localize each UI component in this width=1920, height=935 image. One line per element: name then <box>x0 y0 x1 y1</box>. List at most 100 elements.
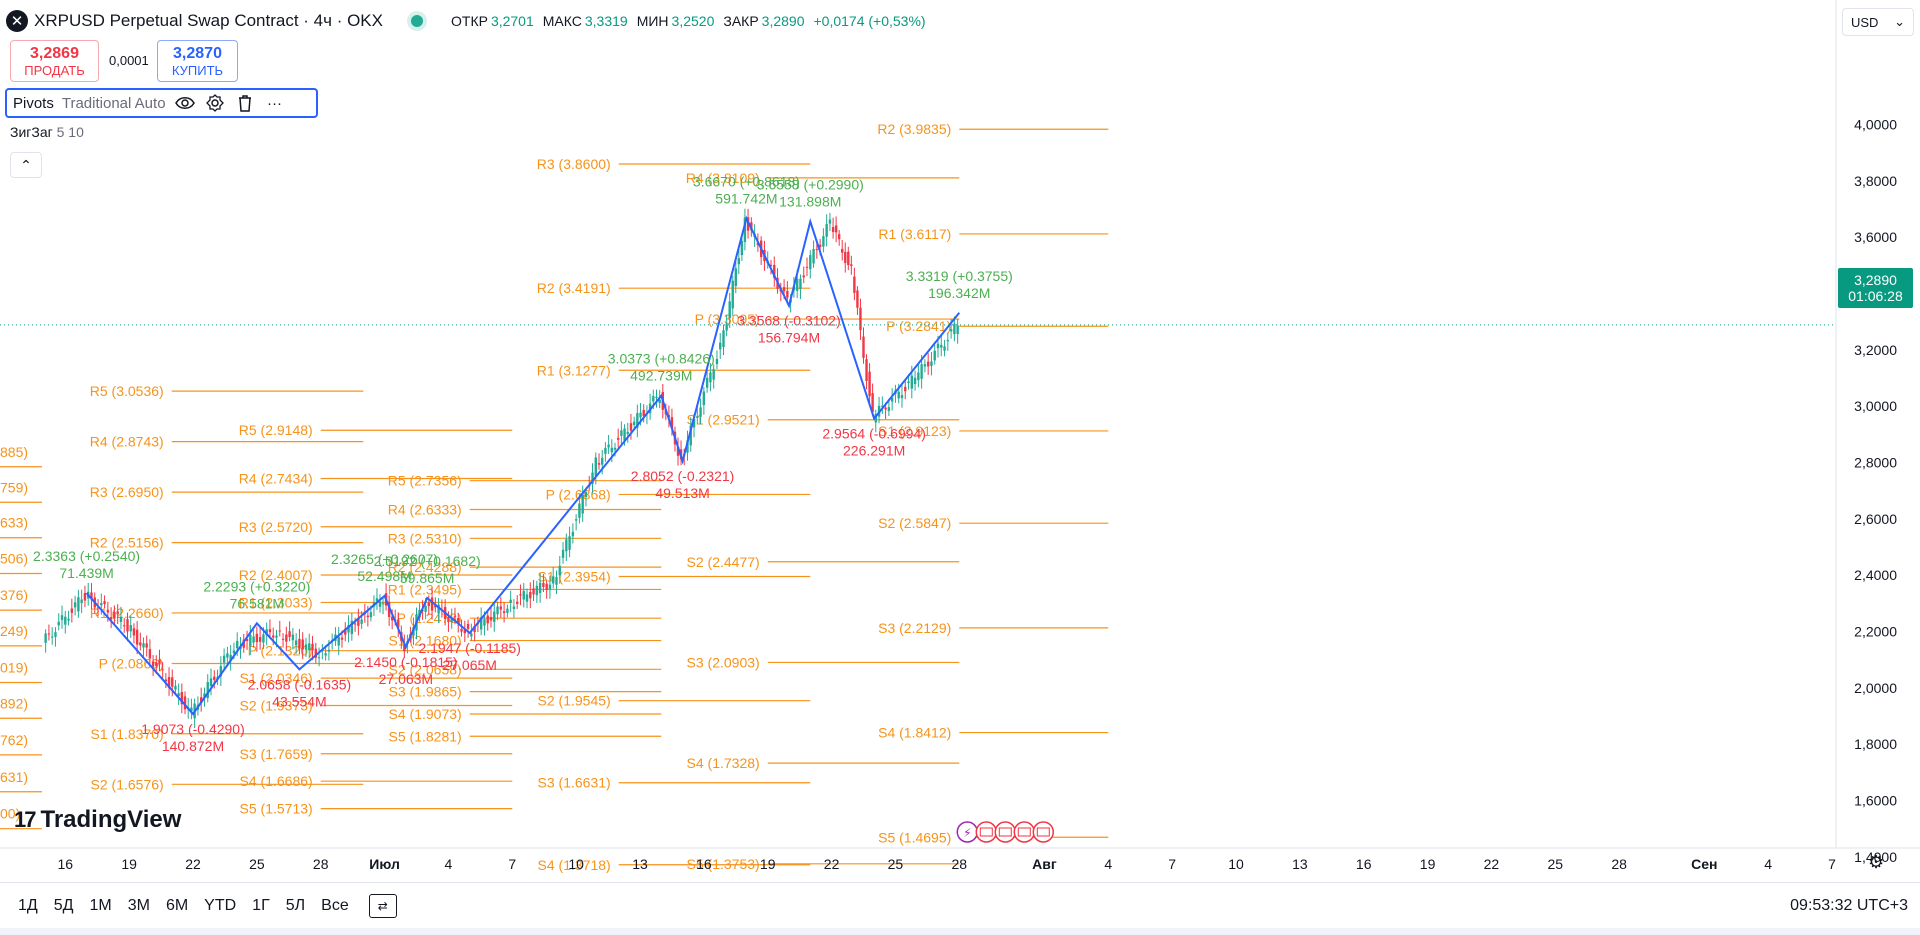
candle-body <box>642 409 645 416</box>
buy-button[interactable]: 3,2870 КУПИТЬ <box>157 40 238 82</box>
candle-body <box>719 342 722 350</box>
candle-body <box>142 643 145 648</box>
candle-body <box>47 633 51 635</box>
range-5y-button[interactable]: 5Л <box>285 897 306 914</box>
candle-body <box>54 632 57 637</box>
tradingview-logo[interactable]: 17 TradingView <box>14 806 181 834</box>
pivots-indicator-row[interactable]: Pivots Traditional Auto ··· <box>5 88 318 118</box>
candle-body <box>940 344 943 348</box>
y-tick-label: 4,0000 <box>1854 117 1897 133</box>
pivot-label: R2 (2.4288) <box>388 559 462 575</box>
candle-body <box>148 649 152 659</box>
candle-body <box>725 324 728 331</box>
zigzag-indicator-row[interactable]: ЗигЗаг 5 10 <box>10 124 84 140</box>
pivot-label: S3 (2.0903) <box>687 654 760 670</box>
candle-body <box>652 396 655 402</box>
candle-body <box>782 287 786 292</box>
pivot-label: S5 (1.4695) <box>878 829 951 845</box>
candle-body <box>139 642 142 646</box>
zigzag-label: 3.6558 (+0.2990) <box>757 177 864 193</box>
candle-body <box>920 364 923 379</box>
gear-icon[interactable]: ⚙ <box>1868 852 1885 872</box>
zigzag-label: 3.6670 (+0.8618) <box>693 173 800 189</box>
candle-body <box>288 631 291 637</box>
y-tick-label: 1,6000 <box>1854 793 1897 809</box>
bottom-toolbar: 1Д 5Д 1М 3М 6М YTD 1Г 5Л Все ⇄ 09:53:32 … <box>0 882 1920 929</box>
zigzag-label: 2.3265 (+0.2607) <box>331 551 438 567</box>
pivot-label: 633) <box>0 515 28 531</box>
candle-body <box>623 428 626 441</box>
x-tick-label: Сен <box>1691 856 1717 872</box>
candle-body <box>696 416 699 418</box>
range-1m-button[interactable]: 1М <box>89 897 112 914</box>
candle-body <box>158 659 161 665</box>
price-chart[interactable]: R5 (3.0536) R4 (2.8743) R3 (2.6950) R2 (2.5… <box>0 0 1920 880</box>
candle-body <box>460 628 463 632</box>
y-tick-label: 2,0000 <box>1854 680 1897 696</box>
zigzag-label: 3.3568 (-0.3102) <box>737 313 841 329</box>
tv-logo-icon: 17 <box>14 807 37 832</box>
candle-body <box>859 307 862 331</box>
sell-button[interactable]: 3,2869 ПРОДАТЬ <box>10 40 99 82</box>
more-icon[interactable]: ··· <box>267 94 283 112</box>
candle-body <box>525 594 529 602</box>
range-5d-button[interactable]: 5Д <box>53 897 74 914</box>
range-1y-button[interactable]: 1Г <box>252 897 270 914</box>
pivot-label: 019) <box>0 660 28 676</box>
range-1d-button[interactable]: 1Д <box>18 897 38 914</box>
pivots-name[interactable]: Pivots <box>13 94 54 112</box>
clock[interactable]: 09:53:32 UTC+3 <box>1790 897 1908 914</box>
candle-body <box>67 618 70 621</box>
pivot-label: S4 (1.3718) <box>538 857 611 873</box>
candle-body <box>831 227 835 233</box>
x-tick-label: 25 <box>888 856 904 872</box>
pivot-label: 885) <box>0 444 28 460</box>
x-tick-label: 13 <box>632 856 648 872</box>
collapse-indicators-button[interactable]: ⌃ <box>10 152 42 178</box>
gear-icon[interactable] <box>204 92 226 114</box>
compare-icon[interactable]: ⇄ <box>368 894 397 918</box>
currency-select[interactable]: USD ⌄ <box>1842 8 1914 36</box>
candle-body <box>853 276 856 293</box>
x-tick-label: 7 <box>508 856 516 872</box>
zigzag-volume: 43.554M <box>272 693 326 709</box>
eye-icon[interactable] <box>174 92 196 114</box>
candle-body <box>917 372 920 381</box>
candle-body <box>620 430 623 436</box>
candle-body <box>232 650 236 654</box>
candle-body <box>381 603 385 605</box>
trash-icon[interactable] <box>234 92 256 114</box>
candle-body <box>226 653 229 658</box>
x-tick-label: Авг <box>1032 856 1057 872</box>
candle-body <box>493 611 496 622</box>
pivot-label: R5 (2.9148) <box>239 422 313 438</box>
pivot-label: R4 (3.8109) <box>686 170 760 186</box>
candle-body <box>190 707 193 712</box>
candle-body <box>308 643 311 651</box>
symbol-title[interactable]: XRPUSD Perpetual Swap Contract · 4ч · OK… <box>34 11 383 30</box>
bottom-strip <box>0 928 1920 935</box>
candle-body <box>311 643 314 651</box>
market-status-icon[interactable] <box>411 15 423 27</box>
ohlc-readout: ОТКР 3,2701 МАКС 3,3319 МИН 3,2520 ЗАКР 3,28… <box>451 13 932 29</box>
candle-body <box>324 653 327 656</box>
zigzag-volume: 52.498M <box>357 568 411 584</box>
candle-body <box>203 693 206 698</box>
candle-body <box>584 491 588 497</box>
range-6m-button[interactable]: 6М <box>165 897 189 914</box>
range-3m-button[interactable]: 3М <box>127 897 150 914</box>
candle-body <box>252 636 255 643</box>
candle-body <box>272 635 275 638</box>
range-ytd-button[interactable]: YTD <box>204 897 237 914</box>
zigzag-label: 2.8052 (-0.2321) <box>631 468 735 484</box>
candle-body <box>930 361 933 367</box>
candle-body <box>555 577 558 585</box>
zigzag-label: 2.3192 (+0.1682) <box>374 553 481 569</box>
timeframe-buttons: 1Д 5Д 1М 3М 6М YTD 1Г 5Л Все <box>10 893 357 919</box>
candle-body <box>304 644 308 650</box>
candle-body <box>828 219 832 224</box>
x-tick-label: 16 <box>57 856 73 872</box>
range-all-button[interactable]: Все <box>321 897 349 914</box>
pivot-label: 762) <box>0 732 28 748</box>
candle-body <box>344 628 347 635</box>
